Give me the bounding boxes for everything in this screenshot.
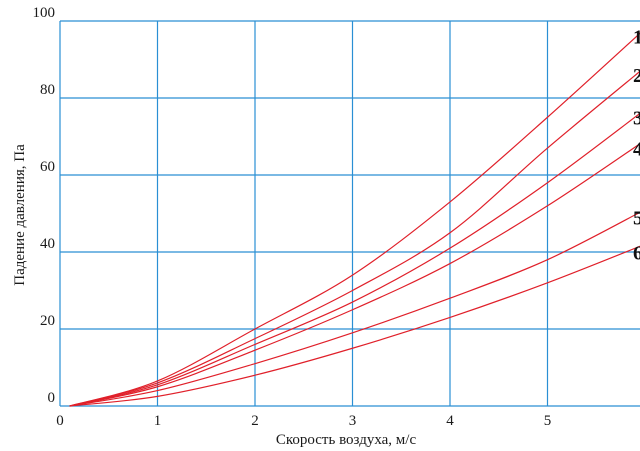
y-tick-label-60: 60 [40,159,55,175]
y-tick-label-0: 0 [48,390,56,406]
grid [59,20,640,407]
y-tick-labels: 0 20 40 60 80 100 [33,5,56,406]
series-line-1 [69,32,640,407]
y-tick-label-40: 40 [40,236,55,252]
x-tick-label-2: 2 [251,413,259,429]
curve-label-5: 5 [633,208,640,230]
y-axis-title: Падение давления, Па [12,144,28,286]
series-line-4 [69,143,640,407]
curve-label-1: 1 [633,27,640,49]
x-tick-labels: 0123456 [56,413,552,429]
series-line-3 [69,112,640,407]
curve-label-6: 6 [633,242,640,264]
y-tick-label-20: 20 [40,313,55,329]
x-tick-label-4: 4 [446,413,454,429]
curve-labels: 1 2 3 4 5 6 [633,27,640,265]
series-group [69,32,640,407]
x-tick-label-3: 3 [349,413,357,429]
y-tick-label-80: 80 [40,82,55,98]
curve-label-3: 3 [633,108,640,130]
series-line-5 [69,211,640,407]
series-line-2 [69,70,640,407]
series-line-6 [69,245,640,407]
x-tick-label-5: 5 [544,413,552,429]
x-tick-label-0: 0 [56,413,64,429]
x-axis-title: Скорость воздуха, м/с [276,432,417,448]
x-tick-label-1: 1 [154,413,162,429]
y-tick-label-100: 100 [33,5,56,21]
curve-label-2: 2 [633,65,640,87]
curve-label-4: 4 [633,138,640,160]
